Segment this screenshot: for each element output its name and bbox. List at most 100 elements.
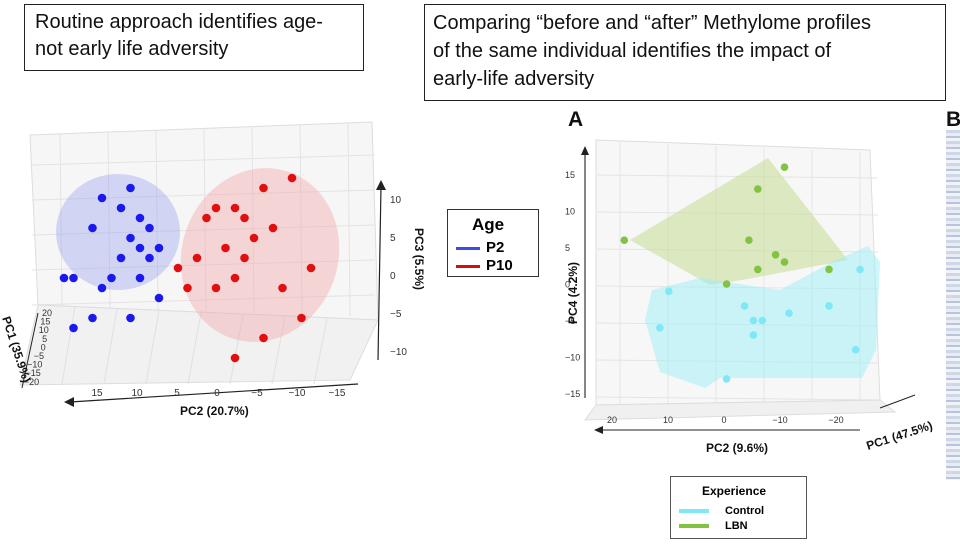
right-caption-box: Comparing “before and “after” Methylome … bbox=[424, 4, 946, 101]
chart2-x-tick: 0 bbox=[721, 415, 726, 425]
chart1-x-label: PC2 (20.7%) bbox=[180, 404, 249, 418]
chart1-z-axis bbox=[21, 312, 39, 389]
p10-point bbox=[183, 283, 192, 293]
chart1-grid-h bbox=[31, 224, 376, 236]
lbn-point bbox=[780, 163, 789, 171]
p2-point bbox=[154, 243, 164, 253]
chart2-x-tick: 20 bbox=[607, 415, 617, 425]
chart2-y-tick: −10 bbox=[565, 353, 580, 363]
chart1-x-tick: 0 bbox=[214, 388, 220, 399]
chart1-z-tick: 15 bbox=[40, 317, 50, 327]
chart1-x-tick: 15 bbox=[91, 388, 103, 399]
chart1-floor-grid bbox=[61, 306, 76, 385]
chart2-x-tick: 10 bbox=[663, 415, 673, 425]
chart2-x-tick: −10 bbox=[772, 415, 787, 425]
chart1-z-tick: 0 bbox=[41, 342, 46, 352]
age-legend-title: Age bbox=[472, 215, 505, 234]
experience-legend-title: Experience bbox=[702, 484, 767, 498]
chart2-y-tick: 0 bbox=[565, 280, 570, 290]
control-point bbox=[740, 302, 749, 310]
p2-point bbox=[69, 323, 78, 333]
chart1-x-tick: 5 bbox=[174, 388, 180, 399]
p10-point bbox=[240, 213, 249, 223]
control-swatch bbox=[679, 509, 709, 514]
p2-point bbox=[59, 273, 69, 283]
left-caption: Routine approach identifies age- not ear… bbox=[35, 11, 323, 60]
p10-point bbox=[221, 243, 230, 253]
experience-legend-lbn: LBN bbox=[725, 520, 748, 532]
lbn-swatch bbox=[679, 524, 709, 529]
chart1-x-tick: −10 bbox=[289, 388, 306, 399]
chart1-z-tick: −5 bbox=[34, 351, 44, 361]
chart1-z-tick: 20 bbox=[42, 308, 52, 318]
p2-swatch bbox=[456, 246, 480, 250]
chart1-z-tick: −10 bbox=[27, 360, 42, 370]
p2-point bbox=[135, 273, 145, 283]
p10-point bbox=[249, 233, 259, 243]
control-point bbox=[749, 331, 758, 339]
chart1-floor-grid bbox=[145, 310, 160, 385]
panel-letter-a: A bbox=[568, 108, 584, 131]
chart1-y-tick: 0 bbox=[390, 271, 396, 282]
age-legend-p10: P10 bbox=[486, 257, 513, 274]
lbn-point bbox=[754, 185, 762, 193]
chart1-y-tick: 5 bbox=[390, 233, 396, 244]
chart2-y-tick: 10 bbox=[565, 207, 575, 217]
p2-point bbox=[116, 203, 126, 213]
chart1-y-axis bbox=[377, 185, 382, 361]
control-point bbox=[722, 375, 731, 383]
chart2-grid-h bbox=[596, 396, 879, 401]
chart2-y-arrow bbox=[581, 146, 589, 155]
lbn-point bbox=[825, 265, 833, 274]
p10-point bbox=[259, 183, 268, 193]
chart1-x-arrow bbox=[64, 397, 74, 407]
chart1-floor bbox=[19, 304, 379, 386]
p10-point bbox=[306, 263, 316, 273]
p10-point bbox=[230, 353, 240, 363]
experience-legend: Experience Control LBN bbox=[670, 476, 807, 539]
left-caption-box: Routine approach identifies age- not ear… bbox=[24, 4, 364, 71]
p10-point bbox=[287, 173, 297, 183]
p10-point bbox=[211, 203, 221, 213]
lbn-point bbox=[620, 236, 629, 244]
chart1-grid-h bbox=[31, 189, 376, 201]
chart1-grid-h bbox=[31, 154, 376, 166]
p10-point bbox=[259, 333, 268, 343]
chart2-z-label: PC1 (47.5%) bbox=[865, 418, 935, 453]
chart1-z-tick: −20 bbox=[24, 377, 39, 387]
age-legend-p2: P2 bbox=[486, 239, 505, 256]
p10-point bbox=[211, 283, 221, 293]
chart1-z-tick: 5 bbox=[42, 334, 47, 344]
p2-point bbox=[116, 253, 126, 263]
chart1-z-tick: 10 bbox=[39, 325, 49, 335]
p10-swatch bbox=[456, 264, 480, 268]
control-point bbox=[825, 302, 833, 310]
p2-point bbox=[107, 273, 116, 283]
chart1-floor-grid bbox=[229, 314, 244, 385]
p10-point bbox=[230, 273, 240, 283]
chart1-z-tick: −15 bbox=[26, 368, 41, 378]
chart1-grid-h bbox=[31, 294, 376, 306]
chart1-x-tick: −5 bbox=[251, 388, 263, 399]
chart1-grid-v bbox=[155, 129, 159, 311]
lbn-point bbox=[722, 280, 731, 288]
chart2-y-tick: −15 bbox=[565, 389, 580, 399]
control-point bbox=[856, 265, 864, 274]
chart1-group bbox=[19, 121, 386, 407]
control-point bbox=[749, 316, 758, 325]
lbn-cluster-hull bbox=[630, 158, 848, 285]
chart1-y-tick: −10 bbox=[390, 347, 407, 358]
chart1-y-arrow bbox=[376, 180, 386, 190]
chart1-floor-grid bbox=[103, 308, 118, 385]
age-legend: Age P2 P10 bbox=[447, 209, 539, 277]
p2-point bbox=[126, 183, 135, 193]
control-point bbox=[665, 287, 673, 296]
chart2-x-tick: −20 bbox=[828, 415, 843, 425]
chart2-group bbox=[581, 139, 916, 434]
chart2-x-arrow bbox=[594, 426, 603, 434]
p2-point bbox=[97, 193, 107, 203]
p2-point bbox=[69, 273, 78, 283]
chart1-floor-grid bbox=[313, 318, 328, 385]
lbn-point bbox=[780, 258, 789, 266]
p10-point bbox=[240, 253, 249, 263]
